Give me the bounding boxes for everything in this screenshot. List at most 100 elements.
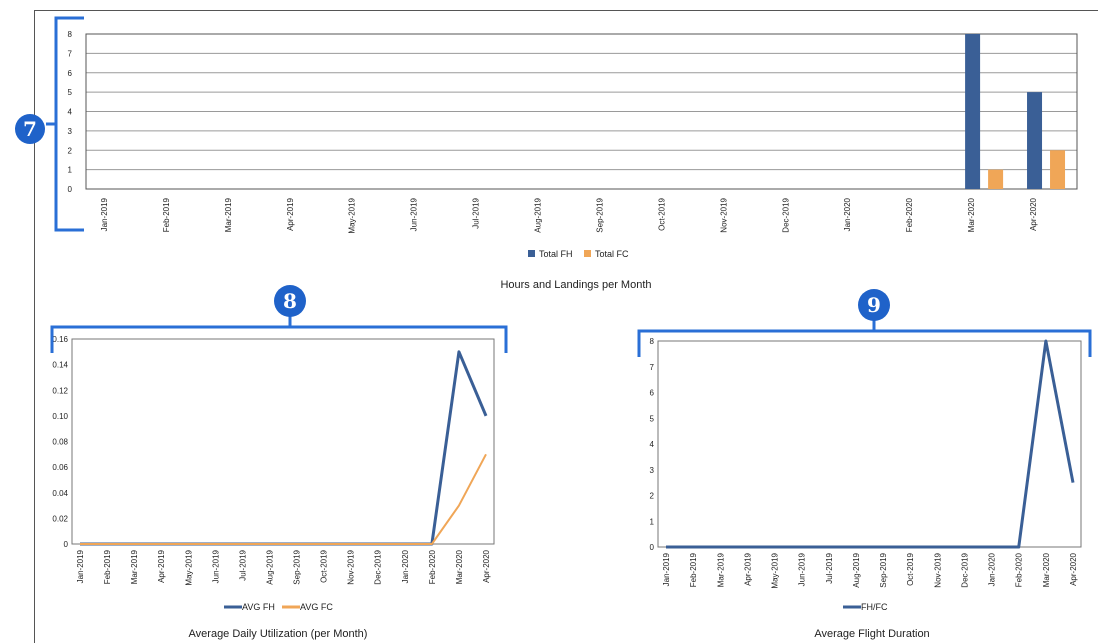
x-tick-label: Nov-2019 (719, 197, 728, 232)
y-tick-label: 1 (650, 517, 655, 526)
x-tick-label: Feb-2020 (1015, 552, 1024, 587)
plot-area-border (71, 338, 495, 545)
x-tick-label: Nov-2019 (347, 549, 356, 584)
y-tick-label: 5 (650, 414, 655, 423)
y-tick-label: 5 (68, 88, 73, 97)
y-tick-label: 0.06 (52, 463, 68, 472)
x-tick-label: Mar-2019 (130, 549, 139, 584)
y-tick-label: 0.10 (52, 412, 68, 421)
badge-8 (274, 285, 306, 317)
x-tick-label: Jan-2020 (401, 549, 410, 583)
legend-swatch (528, 250, 535, 257)
x-tick-label: Dec-2019 (960, 552, 969, 587)
x-tick-label: Dec-2019 (781, 197, 790, 232)
y-tick-label: 4 (650, 440, 655, 449)
bar-total-fc (988, 169, 1004, 189)
x-tick-label: Jan-2020 (988, 552, 997, 586)
x-tick-label: Apr-2019 (743, 552, 752, 585)
y-tick-label: 8 (650, 337, 655, 346)
x-tick-label: Mar-2019 (716, 552, 725, 587)
hours-landings-chart: 0 1 2 3 4 5 6 7 8 Jan-2019 Feb-2019 Mar-2019 Apr-201… (68, 30, 1078, 259)
x-tick-label: Feb-2019 (162, 197, 171, 232)
avg-flight-duration-chart: 0 1 2 3 4 5 6 7 8 Jan-2019 Feb-2019 Mar-2019 Apr-201… (650, 337, 1082, 612)
legend-label: AVG FC (300, 602, 333, 612)
x-tick-label: Aug-2019 (852, 552, 861, 587)
badge-9-label: 9 (867, 293, 881, 317)
x-tick-label: Apr-2019 (286, 197, 295, 230)
x-tick-label: Oct-2019 (906, 552, 915, 585)
x-tick-label: Aug-2019 (265, 549, 274, 584)
x-tick-label: Mar-2020 (967, 197, 976, 232)
badge-9 (858, 289, 890, 321)
x-tick-label: Sep-2019 (879, 552, 888, 587)
x-tick-label: Oct-2019 (657, 197, 666, 230)
series-line-avg-fh (80, 350, 488, 546)
chart2-bracket (50, 325, 508, 353)
y-tick-label: 0.12 (52, 386, 68, 395)
y-tick-label: 3 (68, 127, 73, 136)
x-tick-label: Sep-2019 (595, 197, 604, 232)
legend-label: AVG FH (242, 602, 275, 612)
badge-8-label: 8 (283, 289, 297, 313)
chart2-title: Average Daily Utilization (per Month) (189, 628, 368, 640)
x-tick-label: Aug-2019 (534, 197, 543, 232)
y-tick-label: 0 (64, 540, 69, 549)
x-tick-label: Apr-2020 (1029, 197, 1038, 230)
legend-label: Total FC (595, 249, 629, 259)
x-tick-label: Nov-2019 (933, 552, 942, 587)
y-tick-label: 7 (650, 363, 655, 372)
badge-7 (15, 114, 45, 144)
y-tick-label: 0.04 (52, 489, 68, 498)
x-tick-label: May-2019 (184, 549, 193, 585)
x-tick-label: Apr-2019 (157, 549, 166, 582)
legend-swatch (584, 250, 591, 257)
panel-frame-left (34, 10, 35, 643)
x-tick-label: Sep-2019 (293, 549, 302, 584)
legend-label: Total FH (539, 249, 573, 259)
y-tick-label: 1 (68, 166, 73, 175)
chart3-title: Average Flight Duration (814, 628, 929, 640)
series-line-avg-fc (80, 453, 487, 545)
y-tick-label: 0.16 (52, 335, 68, 344)
y-tick-label: 3 (650, 466, 655, 475)
y-tick-label: 6 (650, 389, 655, 398)
x-tick-label: Feb-2019 (103, 549, 112, 584)
panel-frame-top (34, 10, 1098, 11)
x-tick-label: Jul-2019 (238, 549, 247, 580)
y-tick-label: 6 (68, 69, 73, 78)
x-tick-label: Jan-2020 (843, 197, 852, 231)
x-tick-label: Mar-2020 (455, 549, 464, 584)
y-tick-label: 4 (68, 108, 73, 117)
y-tick-label: 8 (68, 30, 73, 39)
plot-area-border (85, 33, 1078, 190)
x-tick-label: Dec-2019 (374, 549, 383, 584)
x-tick-label: Oct-2019 (320, 549, 329, 582)
avg-daily-utilization-chart: 0 0.02 0.04 0.06 0.08 0.10 0.12 0.14 0.16 Jan-201… (52, 335, 495, 612)
bar-total-fh (965, 34, 981, 189)
x-tick-label: Jul-2019 (472, 197, 481, 228)
x-tick-label: Feb-2020 (905, 197, 914, 232)
x-tick-label: Jul-2019 (825, 552, 834, 583)
series-line-fh-fc (666, 339, 1075, 549)
x-tick-label: Feb-2020 (428, 549, 437, 584)
y-tick-label: 0.02 (52, 514, 68, 523)
y-tick-label: 0.14 (52, 361, 68, 370)
legend-label: FH/FC (861, 602, 888, 612)
chart1-title: Hours and Landings per Month (500, 279, 651, 291)
x-tick-label: Apr-2020 (1069, 552, 1078, 585)
x-tick-label: May-2019 (771, 552, 780, 588)
x-tick-label: Jan-2019 (100, 197, 109, 231)
x-tick-label: Jan-2019 (76, 549, 85, 583)
y-tick-label: 0 (650, 543, 655, 552)
y-tick-label: 0.08 (52, 438, 68, 447)
x-tick-label: Mar-2019 (224, 197, 233, 232)
chart3-bracket (637, 329, 1092, 357)
y-tick-label: 7 (68, 49, 73, 58)
bar-total-fc (1050, 150, 1066, 189)
y-tick-label: 2 (650, 492, 655, 501)
x-tick-label: Jan-2019 (662, 552, 671, 586)
x-tick-label: May-2019 (348, 197, 357, 233)
x-tick-label: Mar-2020 (1042, 552, 1051, 587)
badge-7-label: 7 (23, 117, 37, 141)
